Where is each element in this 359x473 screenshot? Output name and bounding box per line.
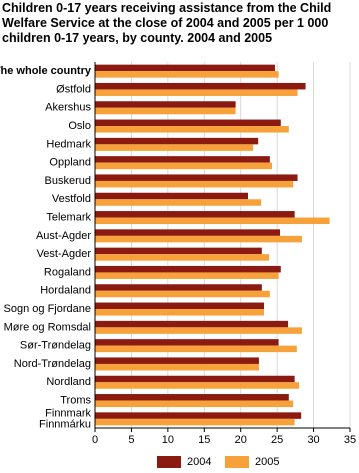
bar (95, 412, 302, 419)
bar (95, 217, 330, 225)
bar (95, 394, 289, 401)
bar (95, 302, 265, 310)
legend-swatch (157, 456, 181, 468)
bar (95, 327, 302, 334)
bar (95, 199, 262, 206)
bar (95, 119, 281, 127)
bar (95, 265, 281, 273)
bar (95, 107, 236, 115)
y-tick-label: Nord-Trøndelag (14, 358, 91, 370)
y-tick-label: Vestfold (52, 193, 91, 205)
chart-title: Children 0-17 years receiving assistance… (2, 1, 332, 45)
x-tick-label: 0 (92, 434, 98, 446)
x-tick-label: 15 (198, 434, 210, 446)
bar (95, 235, 302, 243)
bar (95, 247, 262, 255)
bar (95, 375, 295, 383)
bar (95, 254, 270, 261)
y-tick-label: Telemark (46, 211, 91, 223)
bar (95, 320, 289, 328)
bar (95, 229, 281, 236)
bar (95, 309, 265, 316)
bar (95, 137, 259, 145)
bar (95, 211, 295, 218)
bar (95, 418, 295, 426)
x-tick-label: 5 (128, 434, 134, 446)
bar (95, 89, 298, 96)
bar (95, 345, 297, 353)
legend-swatch (225, 456, 249, 468)
y-tick-label: Møre og Romsdal (4, 321, 91, 333)
bar (95, 363, 259, 371)
legend-label: 2005 (255, 456, 279, 468)
bar (95, 192, 248, 200)
y-tick-label: Buskerud (45, 175, 91, 187)
bar (95, 339, 279, 346)
bar (95, 144, 254, 151)
bar (95, 382, 299, 389)
bar (95, 64, 275, 72)
bar (95, 82, 306, 90)
bar (95, 156, 270, 163)
y-tick-label: Østfold (56, 83, 91, 95)
y-tick-label: Troms (60, 394, 91, 406)
bar (95, 101, 236, 108)
y-tick-label: Nordland (46, 376, 91, 388)
x-tick-label: 20 (235, 434, 247, 446)
y-tick-label: Sogn og Fjordane (4, 303, 91, 315)
bar (95, 174, 298, 181)
bar (95, 180, 294, 188)
y-tick-label: The whole country (0, 65, 92, 77)
x-tick-label: 10 (162, 434, 174, 446)
y-tick-label: Finnmark Finnmárku (39, 407, 91, 430)
x-tick-label: 25 (271, 434, 283, 446)
legend-label: 2004 (187, 456, 211, 468)
x-tick-label: 30 (307, 434, 319, 446)
bar (95, 126, 289, 133)
bar (95, 357, 259, 364)
y-tick-label: Sør-Trøndelag (20, 340, 91, 352)
bar (95, 290, 270, 298)
y-tick-label: Rogaland (44, 266, 91, 278)
bar (95, 162, 273, 170)
y-tick-label: Hedmark (46, 138, 91, 150)
bar (95, 272, 279, 279)
y-tick-label: Vest-Agder (37, 248, 92, 260)
y-tick-label: Oslo (68, 120, 91, 132)
y-tick-label: Hordaland (40, 285, 91, 297)
plot-area (95, 62, 350, 428)
y-tick-label: Oppland (49, 157, 91, 169)
bar (95, 71, 279, 78)
bar (95, 284, 262, 291)
y-tick-label: Aust-Agder (36, 230, 91, 242)
bar (95, 400, 294, 408)
y-tick-label: Akershus (45, 102, 91, 114)
x-tick-label: 35 (344, 434, 356, 446)
